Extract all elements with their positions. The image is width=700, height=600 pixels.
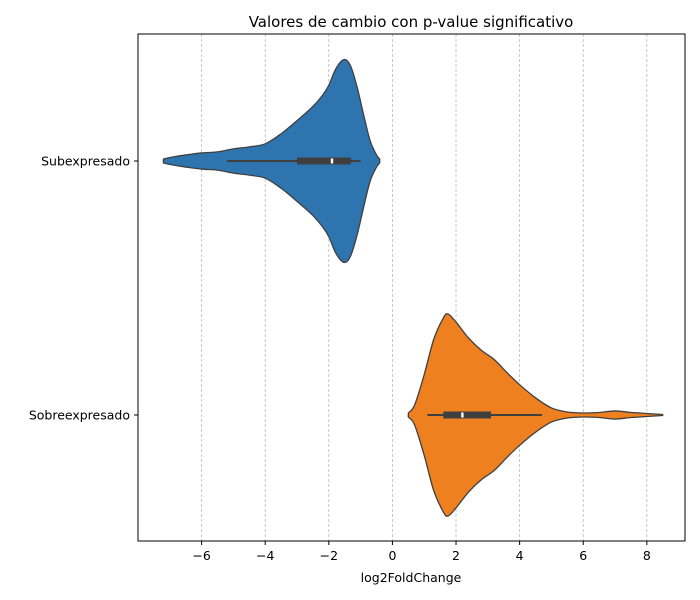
x-tick-label: 6 bbox=[579, 548, 587, 563]
plot-frame bbox=[137, 33, 686, 542]
violin-median bbox=[461, 412, 464, 418]
violin-iqr-box bbox=[443, 411, 492, 419]
x-tick-label: 2 bbox=[452, 548, 460, 563]
y-axis: Subexpresado Sobreexpresado bbox=[29, 154, 138, 423]
x-tick-label: −4 bbox=[256, 548, 274, 563]
chart-title: Valores de cambio con p-value significat… bbox=[249, 13, 574, 31]
violins bbox=[162, 58, 664, 517]
x-tick-label: −6 bbox=[192, 548, 210, 563]
x-tick-label: 0 bbox=[388, 548, 396, 563]
violin-median bbox=[330, 158, 334, 164]
violin-sobreexpresado bbox=[407, 313, 664, 517]
x-axis-label: log2FoldChange bbox=[361, 570, 462, 585]
y-tick-label: Sobreexpresado bbox=[29, 408, 130, 423]
y-tick-label: Subexpresado bbox=[41, 154, 130, 169]
x-tick-label: −2 bbox=[320, 548, 338, 563]
x-tick-label: 8 bbox=[643, 548, 651, 563]
violin-subexpresado bbox=[162, 58, 381, 264]
violin-iqr-box bbox=[297, 157, 352, 165]
x-axis: −6 −4 −2 0 2 4 6 8 bbox=[192, 541, 651, 563]
x-tick-label: 4 bbox=[516, 548, 524, 563]
